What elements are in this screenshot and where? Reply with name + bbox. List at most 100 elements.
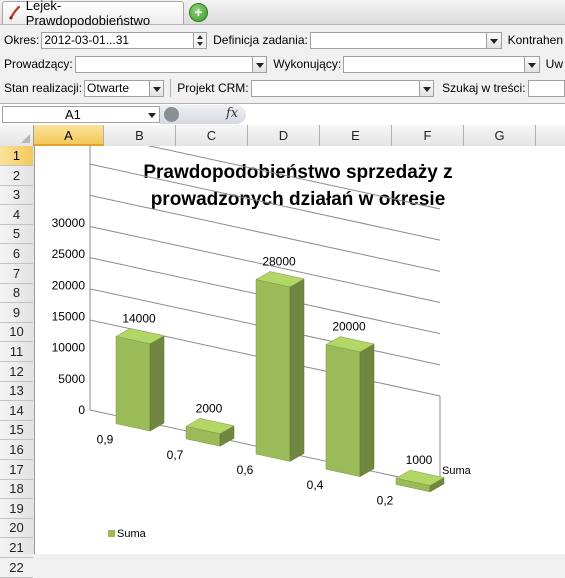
prowadzacy-dropdown[interactable] [252, 55, 268, 73]
gridline [89, 132, 441, 210]
projekt-input[interactable] [250, 79, 421, 97]
row-header: 1 2 3 4 5 6 7 8 9 10 11 12 13 14 15 16 17 18 19 20 21 22 [0, 146, 35, 578]
separator [170, 79, 172, 97]
data-label: 2000 [196, 401, 223, 415]
x-tick-label: 0,6 [237, 463, 254, 477]
filter-row-1: Okres: 2012-03-01...31 Definicja zadania… [0, 28, 565, 52]
bar-side [359, 343, 375, 478]
fx-icon[interactable]: fx [226, 106, 239, 121]
prowadzacy-label: Prowadzący: [4, 57, 73, 71]
bar-side [289, 278, 305, 462]
row-header-1[interactable]: 1 [0, 146, 33, 166]
row-header-14[interactable]: 14 [0, 401, 33, 421]
row-header-11[interactable]: 11 [0, 342, 33, 362]
definicja-label: Definicja zadania: [213, 33, 308, 47]
row-header-17[interactable]: 17 [0, 460, 33, 480]
projekt-dropdown[interactable] [420, 79, 435, 97]
column-header-e[interactable]: E [320, 125, 392, 146]
gridline [89, 163, 441, 241]
row-header-20[interactable]: 20 [0, 518, 33, 539]
szukaj-input[interactable] [527, 79, 565, 97]
data-label: 14000 [122, 311, 156, 325]
uw-label: Uw [545, 57, 563, 71]
row-header-13[interactable]: 13 [0, 381, 33, 402]
y-tick-label: 0 [78, 403, 85, 417]
projekt-label: Projekt CRM: [177, 81, 249, 95]
x-tick-label: 0,4 [307, 478, 324, 492]
row-header-7[interactable]: 7 [0, 264, 33, 284]
bar-top [395, 469, 445, 486]
row-header-10[interactable]: 10 [0, 322, 33, 343]
bar[interactable] [115, 336, 151, 432]
row-header-2[interactable]: 2 [0, 166, 33, 186]
row-header-3[interactable]: 3 [0, 185, 33, 206]
expand-handle-icon[interactable] [164, 107, 179, 122]
stan-dropdown[interactable] [150, 79, 165, 97]
tab-title: Lejek-Prawdopodobieństwo [25, 0, 151, 28]
column-header-f[interactable]: F [392, 125, 464, 146]
definicja-input[interactable] [309, 31, 488, 49]
column-header-b[interactable]: B [104, 125, 176, 146]
formula-controls: fx [160, 105, 246, 124]
row-header-18[interactable]: 18 [0, 479, 33, 500]
prowadzacy-input[interactable] [74, 55, 253, 73]
bar-top [115, 328, 165, 345]
data-label: 20000 [332, 320, 366, 334]
row-header-12[interactable]: 12 [0, 362, 33, 382]
funnel-report-icon [9, 6, 21, 20]
definicja-dropdown[interactable] [487, 31, 502, 49]
okres-spinner[interactable] [193, 31, 208, 49]
okres-input[interactable]: 2012-03-01...31 [41, 31, 194, 49]
row-header-15[interactable]: 15 [0, 420, 33, 441]
legend-label: Suma [117, 528, 147, 540]
column-header-c[interactable]: C [176, 125, 248, 146]
filter-row-3: Stan realizacji: Otwarte Projekt CRM: Sz… [0, 76, 565, 100]
y-tick-label: 10000 [52, 341, 86, 355]
okres-label: Okres: [4, 33, 40, 47]
depth-axis-label: Suma [442, 465, 472, 477]
row-header-22[interactable]: 22 [0, 558, 33, 578]
row-header-6[interactable]: 6 [0, 244, 33, 264]
row-header-4[interactable]: 4 [0, 205, 33, 225]
stan-input[interactable]: Otwarte [84, 79, 151, 97]
chart-title-line: prowadzonych działań w okresie [151, 189, 446, 210]
bar[interactable] [325, 344, 361, 477]
bar-top [325, 336, 375, 353]
report-tab[interactable]: Lejek-Prawdopodobieństwo [2, 0, 184, 28]
y-tick-label: 30000 [52, 216, 86, 230]
row-header-9[interactable]: 9 [0, 303, 33, 323]
filter-row-2: Prowadzący: Wykonujący: Uw [0, 52, 565, 76]
x-tick-label: 0,9 [97, 433, 114, 447]
szukaj-label: Szukaj w treści: [442, 81, 526, 95]
column-header-g[interactable]: G [464, 125, 536, 146]
legend-swatch [108, 530, 115, 537]
tab-bar: Lejek-Prawdopodobieństwo + [0, 0, 565, 28]
bar[interactable] [255, 279, 291, 462]
column-header-d[interactable]: D [248, 125, 320, 146]
data-label: 28000 [262, 255, 296, 269]
y-tick-label: 20000 [52, 278, 86, 292]
bar-top [185, 418, 235, 435]
stan-label: Stan realizacji: [4, 81, 83, 95]
row-header-21[interactable]: 21 [0, 538, 33, 558]
select-all-corner[interactable] [0, 125, 34, 146]
x-tick-label: 0,7 [167, 448, 184, 462]
add-tab-button[interactable]: + [189, 3, 208, 22]
chevron-down-icon[interactable] [148, 113, 156, 118]
wykonujacy-input[interactable] [343, 55, 525, 73]
gridline [89, 226, 441, 303]
row-header-19[interactable]: 19 [0, 499, 33, 519]
chart[interactable]: Prawdopodobieństwo sprzedaży z prowadzony… [35, 132, 565, 554]
kontrahent-label: Kontrahen [507, 33, 563, 47]
row-header-5[interactable]: 5 [0, 224, 33, 245]
bar-top [255, 271, 305, 288]
row-header-8[interactable]: 8 [0, 283, 33, 304]
chart-title-line: Prawdopodobieństwo sprzedaży z [143, 162, 452, 183]
x-tick-label: 0,2 [377, 493, 394, 507]
column-header-a[interactable]: A [34, 125, 104, 146]
row-header-16[interactable]: 16 [0, 440, 33, 460]
wykonujacy-dropdown[interactable] [524, 55, 540, 73]
worksheet[interactable]: Prawdopodobieństwo sprzedaży z prowadzony… [35, 132, 565, 554]
name-box[interactable]: A1 [2, 106, 160, 123]
y-tick-label: 15000 [52, 310, 86, 324]
